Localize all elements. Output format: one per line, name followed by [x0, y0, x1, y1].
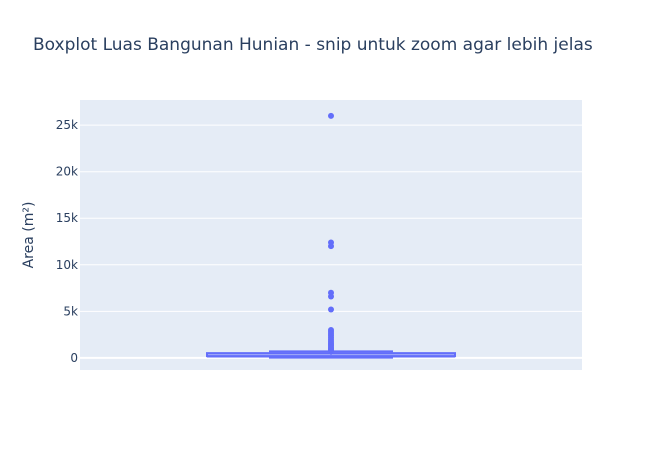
y-tick-label: 10k	[56, 258, 78, 272]
y-tick-label: 25k	[56, 118, 78, 132]
y-tick-label: 15k	[56, 211, 78, 225]
outlier-point[interactable]	[328, 347, 334, 354]
box-series	[206, 112, 456, 359]
outlier-point[interactable]	[328, 243, 334, 250]
outlier-point[interactable]	[328, 306, 334, 313]
outlier-point[interactable]	[328, 293, 334, 300]
y-axis-title: Area (m²)	[21, 202, 37, 269]
y-tick-label: 20k	[56, 165, 78, 179]
chart-title: Boxplot Luas Bangunan Hunian - snip untu…	[33, 35, 593, 55]
plot-area	[80, 100, 582, 370]
y-tick-label: 0	[70, 351, 78, 365]
outlier-point[interactable]	[328, 112, 334, 119]
y-tick-label: 5k	[63, 304, 78, 318]
y-axis-ticks: 0 5k 10k 15k 20k 25k	[56, 118, 78, 365]
